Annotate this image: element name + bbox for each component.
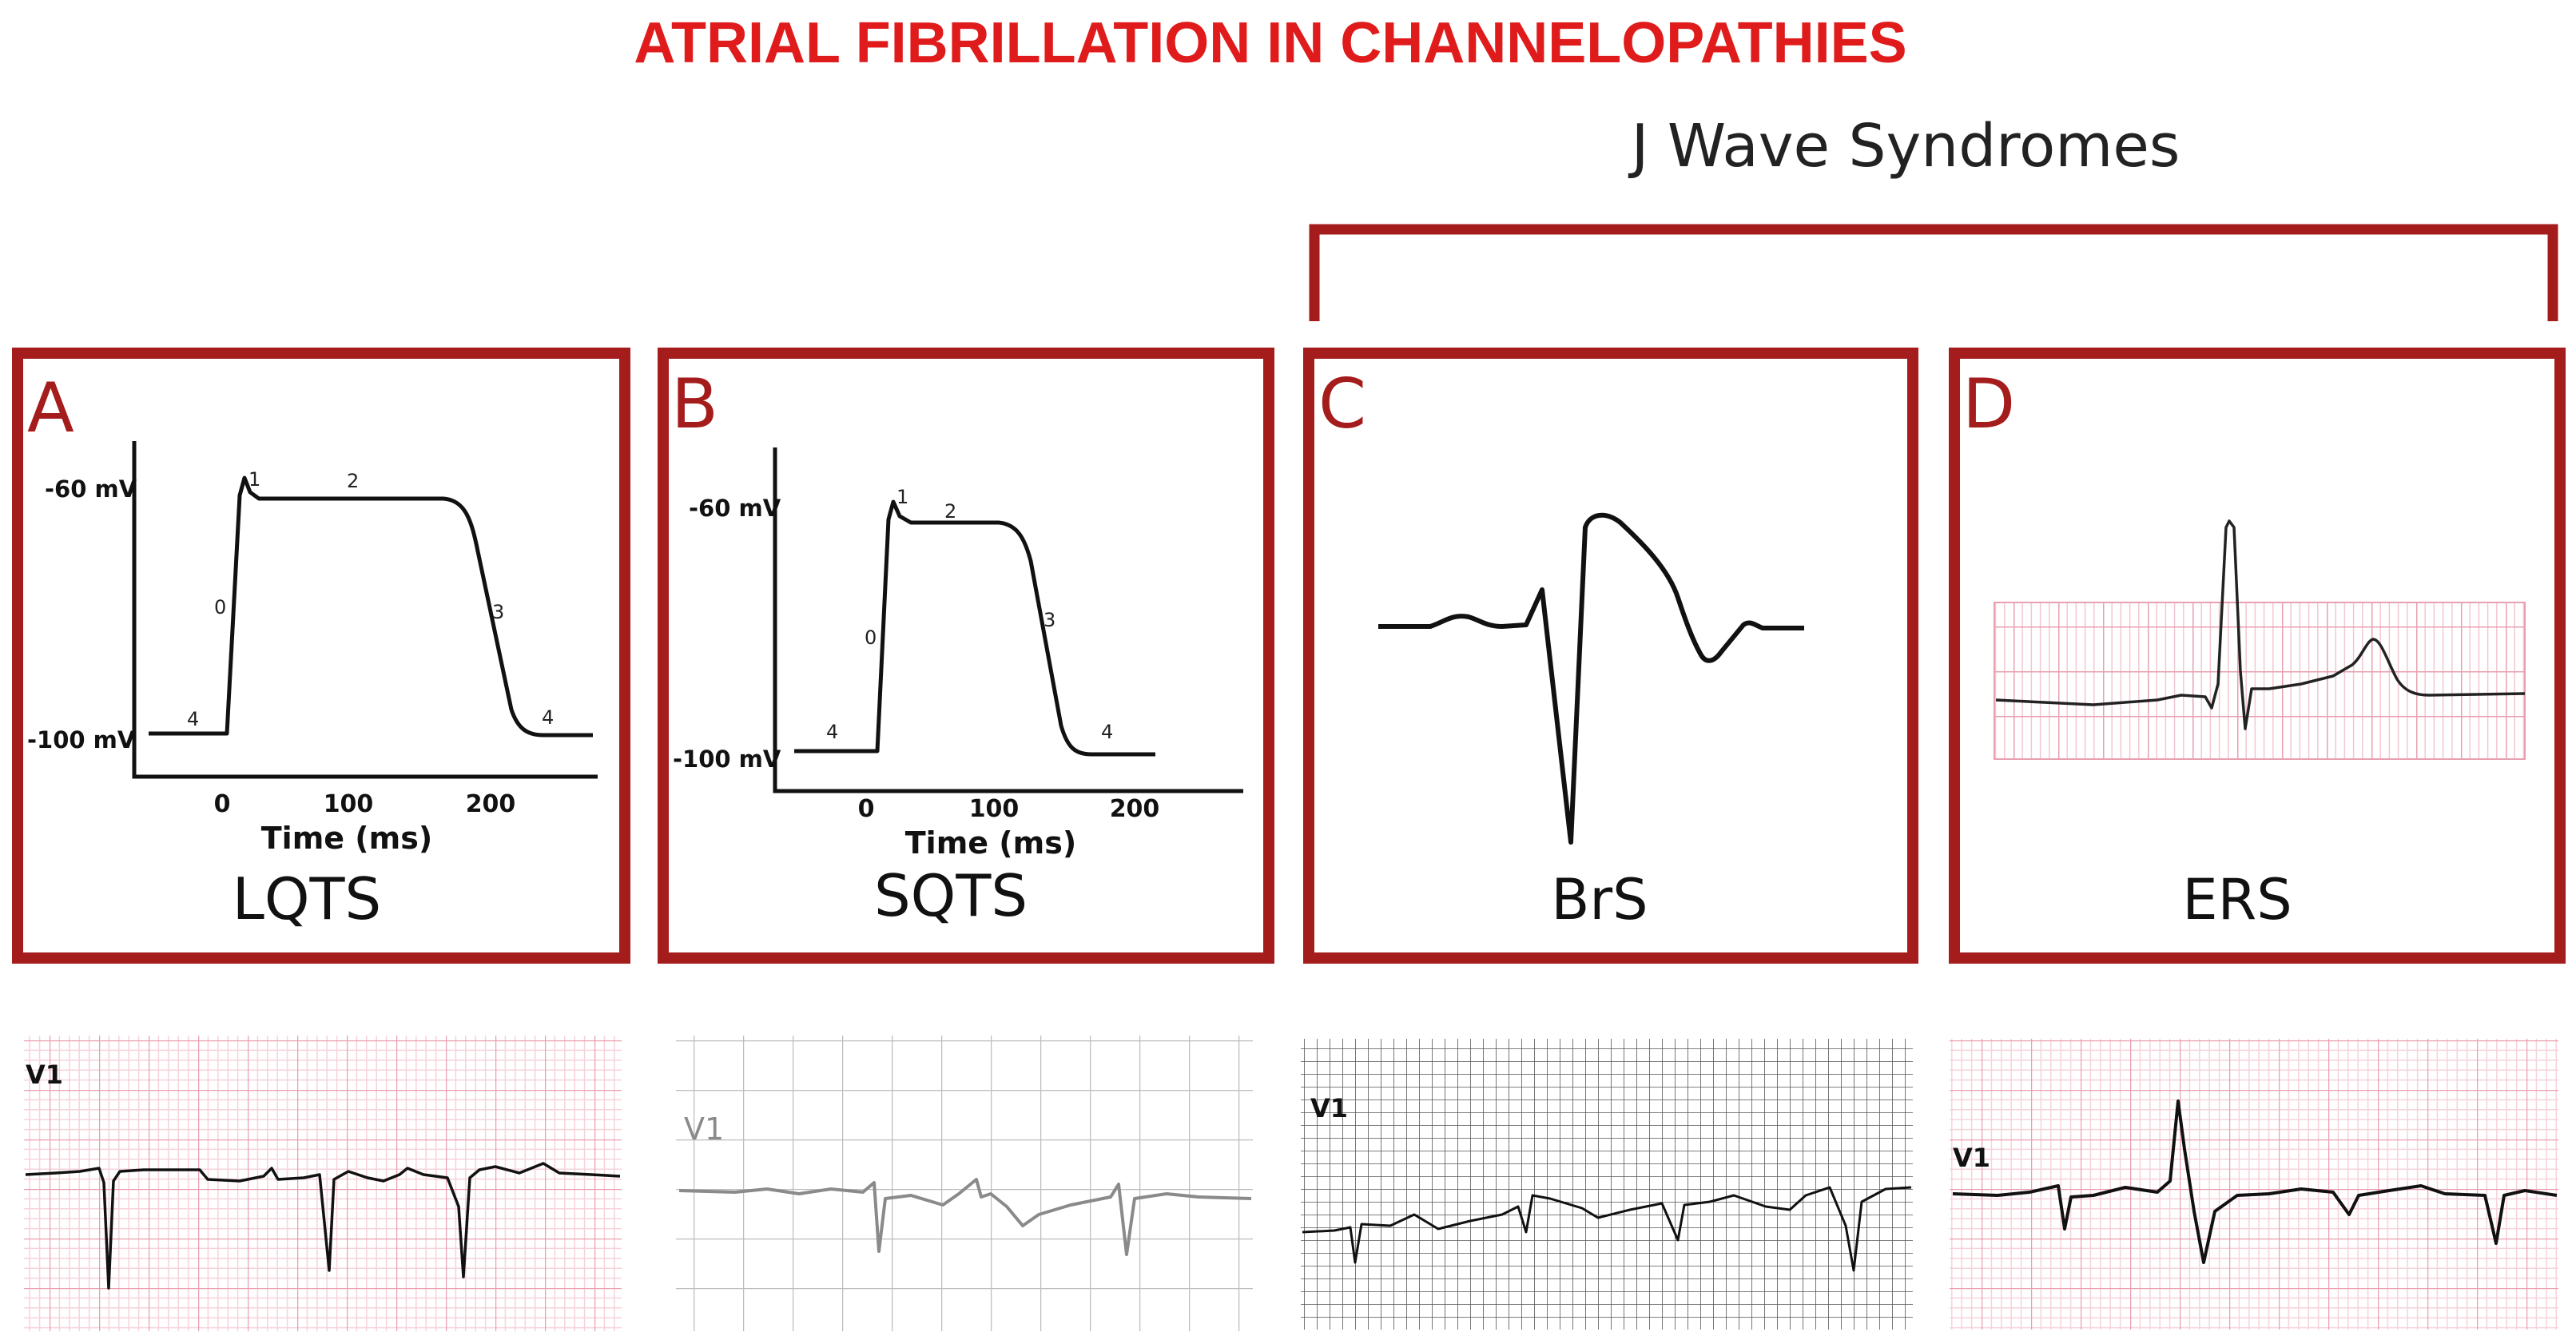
panel-c-frame <box>1303 348 1918 964</box>
ecg-strip-3-grid <box>1301 1039 1913 1330</box>
panel-a-y-bottom-label: -100 mV <box>27 726 136 754</box>
panel-a-phase-1: 1 <box>248 468 260 491</box>
ecg-strip-2-grid <box>676 1036 1253 1331</box>
panel-b-y-bottom-label: -100 mV <box>673 746 781 773</box>
panel-b-phase-0: 0 <box>865 626 877 649</box>
panel-b-x-tick-100: 100 <box>969 795 1020 823</box>
panel-d-ecg-grid <box>1994 602 2526 760</box>
panel-b-name: SQTS <box>874 862 1028 929</box>
ecg-strip-4: V1 <box>1950 1039 2558 1330</box>
panel-a-axes <box>132 441 598 779</box>
group-bracket <box>1309 224 2558 321</box>
panel-d-letter: D <box>1962 364 2015 444</box>
panel-b-x-tick-0: 0 <box>858 795 875 823</box>
panel-b-x-tick-200: 200 <box>1110 795 1160 823</box>
panel-c-letter: C <box>1318 364 1366 444</box>
panel-d: D ERS <box>1949 348 2566 964</box>
panel-d-name: ERS <box>2182 867 2292 932</box>
panel-a-xlabel: Time (ms) <box>261 821 433 856</box>
panel-a-phase-4b: 4 <box>542 706 554 729</box>
panel-a-phase-0: 0 <box>214 596 226 618</box>
panel-a-phase-3: 3 <box>492 601 504 623</box>
ecg-strip-2-lead: V1 <box>684 1111 724 1147</box>
panel-b-axes <box>773 447 1243 793</box>
panel-b-phase-4a: 4 <box>826 721 838 743</box>
panel-a-letter: A <box>27 368 74 448</box>
figure-title: ATRIAL FIBRILLATION IN CHANNELOPATHIES <box>634 11 1906 75</box>
ecg-strip-1-lead: V1 <box>26 1060 63 1090</box>
ecg-strip-3-trace <box>1302 1186 1912 1272</box>
panel-c-brugada-complex <box>1378 513 1804 845</box>
panel-c-name: BrS <box>1551 867 1648 932</box>
panel-a-phase-4a: 4 <box>187 708 199 730</box>
panel-a-y-top-label: -60 mV <box>45 475 137 503</box>
panel-b-phase-2: 2 <box>944 500 956 523</box>
ecg-strip-3-lead: V1 <box>1310 1093 1348 1123</box>
panel-a-x-tick-100: 100 <box>324 790 374 818</box>
panel-b-phase-3: 3 <box>1044 609 1055 631</box>
ecg-strip-4-trace <box>1952 1099 2558 1264</box>
panel-c: C BrS <box>1303 348 1918 964</box>
group-label: J Wave Syndromes <box>1628 112 2180 181</box>
panel-b-action-potential <box>794 499 1155 757</box>
panel-a-name: LQTS <box>233 865 381 932</box>
panel-a-action-potential <box>149 475 593 738</box>
ecg-strip-1-grid <box>24 1036 622 1331</box>
panel-b-frame <box>658 348 1274 964</box>
panel-b-letter: B <box>671 364 718 444</box>
panel-a: A -60 mV -100 mV 0 1 2 3 4 4 0 100 200 T… <box>12 348 630 964</box>
ecg-strip-2-trace <box>678 1178 1252 1256</box>
panel-b-phase-4b: 4 <box>1101 721 1113 743</box>
panel-d-frame <box>1949 348 2566 964</box>
panel-b-y-top-label: -60 mV <box>689 495 781 522</box>
ecg-strip-4-lead: V1 <box>1953 1143 1990 1173</box>
panel-b: B -60 mV -100 mV 0 1 2 3 4 4 0 100 200 T… <box>658 348 1274 964</box>
panel-b-phase-1: 1 <box>896 486 908 508</box>
ecg-strip-3: V1 <box>1301 1039 1913 1330</box>
panel-a-phase-2: 2 <box>347 470 359 492</box>
panel-a-x-tick-200: 200 <box>466 790 516 818</box>
ecg-strip-1: V1 <box>24 1036 622 1331</box>
ecg-strip-1-trace <box>25 1162 621 1290</box>
panel-b-xlabel: Time (ms) <box>905 825 1077 861</box>
panel-a-x-tick-0: 0 <box>214 790 231 818</box>
ecg-strip-4-grid <box>1950 1039 2558 1330</box>
panel-a-frame <box>12 348 630 964</box>
ecg-strip-2: V1 <box>676 1036 1253 1331</box>
panel-d-early-repol-trace <box>1995 519 2526 730</box>
